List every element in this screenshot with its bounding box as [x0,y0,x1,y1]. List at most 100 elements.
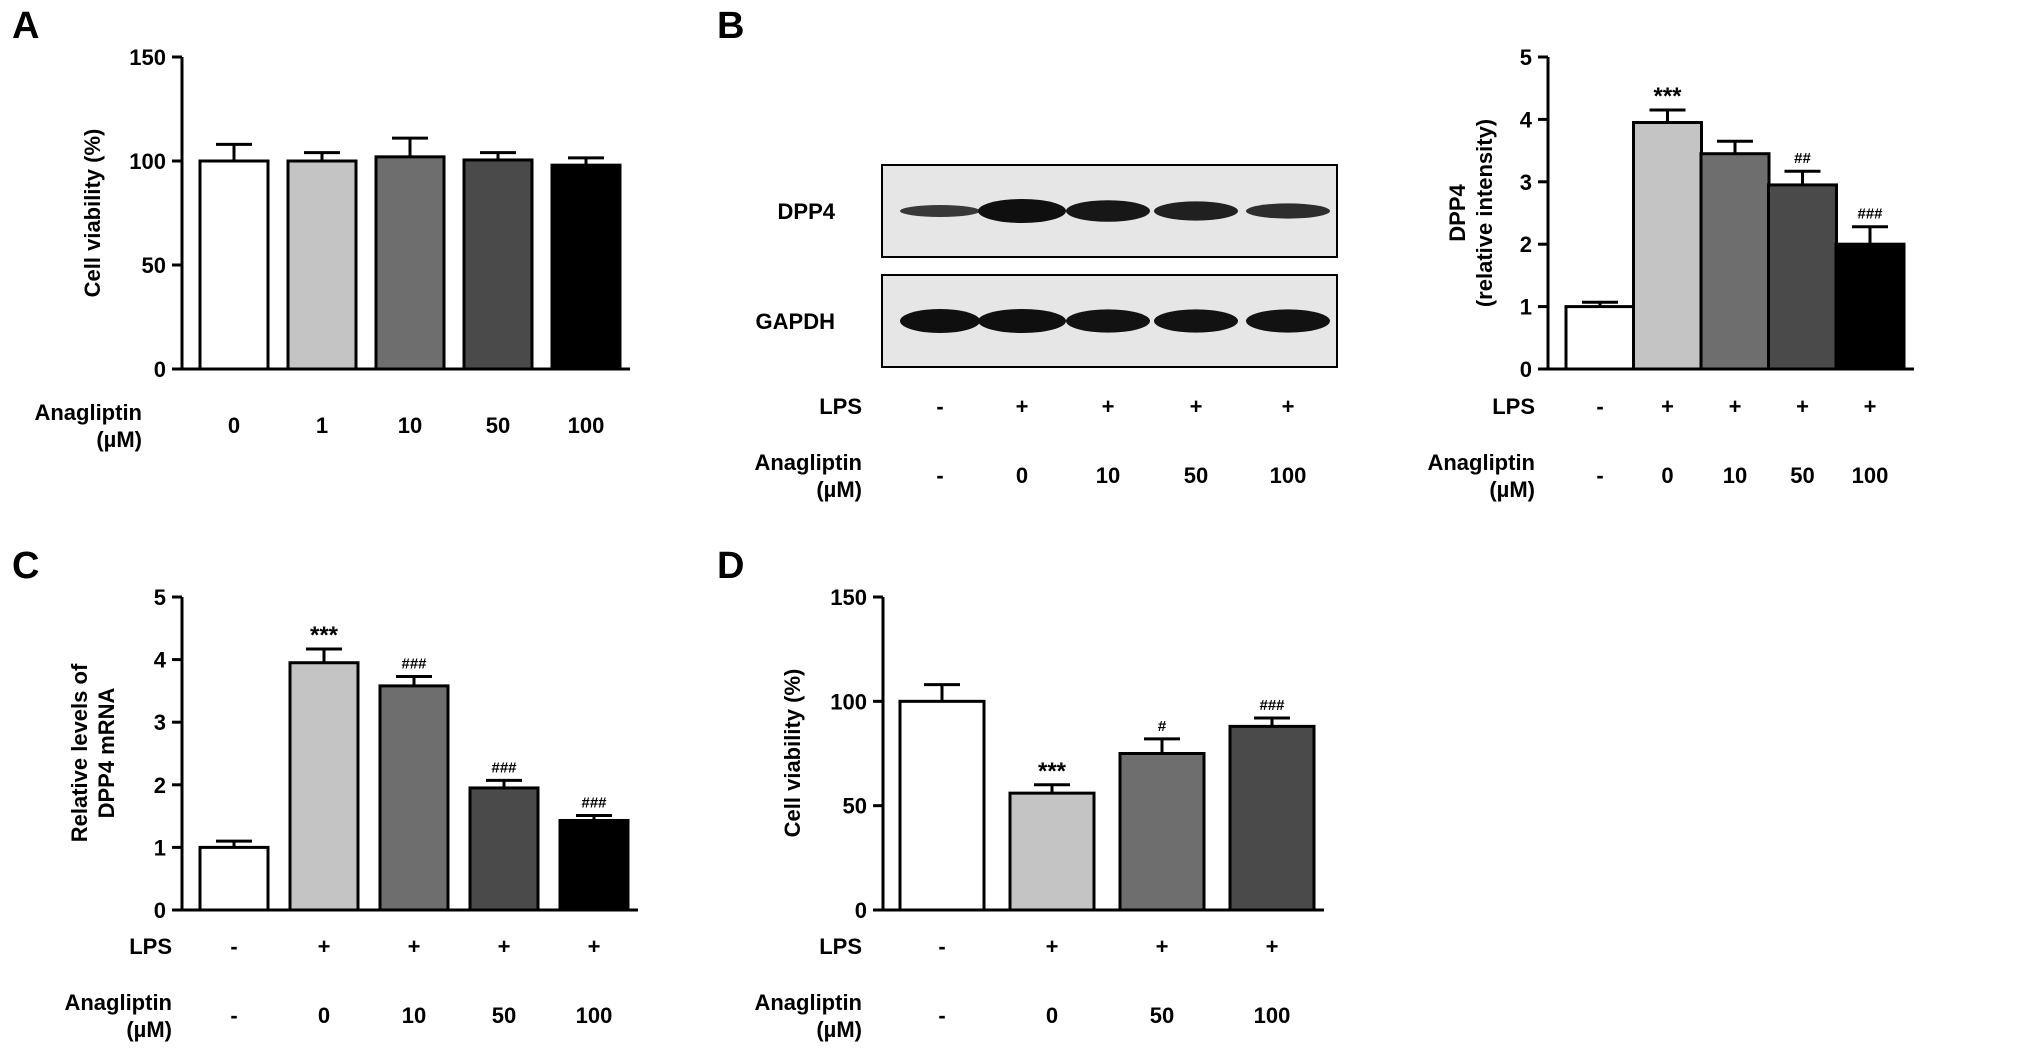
y-tick-label: 150 [830,585,867,610]
bar [378,684,450,912]
significance-label: ## [1794,150,1811,167]
y-tick-label: 3 [1520,170,1532,195]
row-value: + [1266,934,1279,959]
bar [1834,242,1906,371]
bar [198,159,270,371]
bar [1767,183,1838,371]
row-value: 10 [402,1003,426,1028]
bar [1699,152,1771,371]
blot-band [900,205,980,217]
bar [898,699,986,912]
row-value: 100 [568,413,605,438]
y-tick-label: 100 [830,689,867,714]
y-tick-label: 3 [154,710,166,735]
row-value: 100 [1254,1003,1291,1028]
row-value: 0 [1016,463,1028,488]
row-value: + [1864,394,1877,419]
bar [1118,752,1206,912]
row-label: Anagliptin [754,990,862,1015]
y-axis-label-line: DPP4 mRNA [94,687,119,818]
western-blot: DPP4 GAPDH LPS - + + + + Anagliptin(µM) - 0 10 50 100 [754,164,1338,502]
row-value: + [1046,934,1059,959]
significance-label: ### [1857,206,1883,223]
y-tick-label: 1 [154,835,166,860]
row-value: 100 [576,1003,613,1028]
bar [550,163,622,371]
blot-band [1154,309,1238,333]
row-label: Anagliptin [754,450,862,475]
row-value: 1 [316,413,328,438]
blot-protein-label: GAPDH [756,309,835,334]
y-axis-label: Cell viability (%) [780,669,805,838]
row-value: + [408,934,421,959]
blot-band [900,309,980,333]
y-tick-label: 2 [154,773,166,798]
y-tick-label: 50 [142,253,166,278]
bar [462,158,534,371]
blot-band [1066,200,1150,222]
row-label: (µM) [96,427,142,452]
row-value: - [936,394,943,419]
row-value: 0 [228,413,240,438]
row-value: 50 [1184,463,1208,488]
y-axis-label: Relative levels of DPP4 mRNA [67,663,119,842]
row-value: 10 [1723,463,1747,488]
y-tick-label: 4 [1520,107,1533,132]
bar [198,845,270,912]
row-value: 0 [1661,463,1673,488]
y-tick-label: 4 [154,648,167,673]
row-value: 100 [1270,463,1307,488]
blot-protein-label: DPP4 [778,199,836,224]
bar [1564,305,1636,371]
panel-label-c: C [12,545,39,587]
row-value: 50 [486,413,510,438]
row-label: LPS [129,934,172,959]
row-label: LPS [819,934,862,959]
significance-label: ### [401,656,427,673]
row-value: - [1596,394,1603,419]
row-value: 100 [1852,463,1889,488]
significance-label: *** [1653,83,1682,110]
row-value: 0 [1046,1003,1058,1028]
panel-label-a: A [12,5,39,47]
row-value: - [230,934,237,959]
y-tick-label: 0 [1520,357,1532,382]
bar [286,159,358,371]
row-value: + [1190,394,1203,419]
row-value: - [230,1003,237,1028]
panel-label-b: B [717,5,744,47]
y-axis-label-line: Cell viability (%) [780,669,805,838]
y-axis-label-line: Cell viability (%) [80,129,105,298]
y-tick-label: 0 [154,357,166,382]
row-value: + [1282,394,1295,419]
chart-panel-c: 0 1 2 3 4 5 Relative levels of DPP4 mRNA *** ### #… [64,585,638,1042]
row-value: + [588,934,601,959]
y-axis-label-line: DPP4 [1445,184,1470,242]
y-tick-label: 5 [1520,45,1532,70]
row-value: - [938,1003,945,1028]
y-tick-label: 100 [129,149,166,174]
row-label: Anagliptin [64,990,172,1015]
y-axis-label: DPP4 (relative intensity) [1445,119,1497,307]
bar [468,786,540,912]
blot-band [1066,309,1150,333]
row-value: 10 [398,413,422,438]
y-tick-label: 50 [843,794,867,819]
blot-band [1246,203,1330,219]
bar [558,818,630,912]
row-label: (µM) [126,1017,172,1042]
y-tick-label: 150 [129,45,166,70]
row-label: (µM) [1489,477,1535,502]
row-label: (µM) [816,477,862,502]
blot-band [978,199,1066,223]
bar [1228,724,1316,912]
row-label: Anagliptin [34,400,142,425]
bar [374,155,446,371]
row-label: (µM) [816,1017,862,1042]
y-tick-label: 1 [1520,295,1532,320]
blot-band [1246,309,1330,333]
